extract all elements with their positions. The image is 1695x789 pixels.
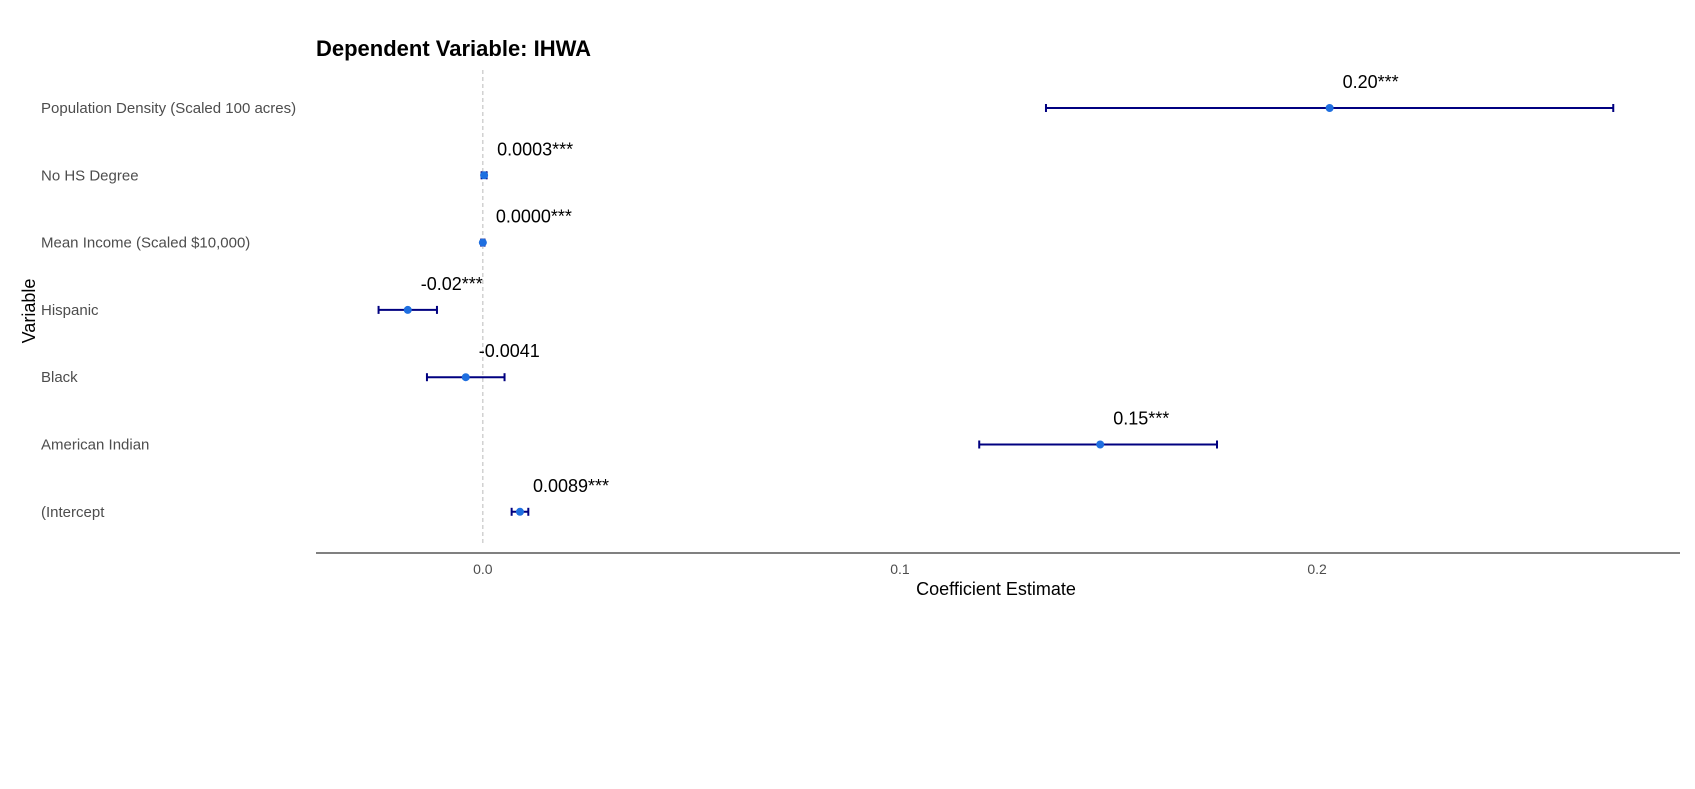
x-axis-title: Coefficient Estimate [916,579,1076,599]
y-tick-labels: Population Density (Scaled 100 acres) No … [41,100,296,521]
estimate-label: -0.0041 [479,341,540,361]
coefficient-row: 0.15*** [978,409,1218,449]
coefficient-row: 0.0003*** [480,139,573,180]
estimate-label: 0.0089*** [533,476,609,496]
estimate-point [480,171,489,180]
y-tick-label: American Indian [41,437,149,454]
estimate-label: 0.15*** [1113,409,1169,429]
x-tick-labels: 0.0 0.1 0.2 [473,561,1327,577]
chart-title: Dependent Variable: IHWA [316,36,591,61]
coefficient-row: 0.0089*** [510,476,609,516]
estimate-point [403,305,412,314]
coefficient-row: 0.0000*** [478,207,572,247]
y-tick-label: Population Density (Scaled 100 acres) [41,100,296,117]
estimate-point [461,373,470,382]
y-tick-label: No HS Degree [41,167,139,184]
y-tick-label: (Intercept [41,504,105,521]
x-tick-label: 0.2 [1307,561,1327,577]
x-tick-label: 0.1 [890,561,910,577]
estimate-label: 0.20*** [1343,72,1399,92]
estimate-point [1096,440,1105,449]
coefficient-row: -0.02*** [377,274,483,314]
estimate-point [515,507,524,516]
estimate-label: 0.0003*** [497,139,573,159]
estimate-label: 0.0000*** [496,207,572,227]
y-tick-label: Mean Income (Scaled $10,000) [41,235,250,252]
coefficient-row: -0.0041 [425,341,540,382]
estimate-point [1325,104,1334,112]
y-axis-title: Variable [19,279,39,344]
x-tick-label: 0.0 [473,561,493,577]
y-tick-label: Black [41,369,78,386]
estimate-label: -0.02*** [421,274,483,294]
coefficient-row: 0.20*** [1044,72,1615,112]
estimate-point [478,238,487,247]
y-tick-label: Hispanic [41,302,99,319]
plot-marks: 0.20*** 0.0003*** 0.0000*** -0.02*** -0.0041… [377,72,1615,516]
